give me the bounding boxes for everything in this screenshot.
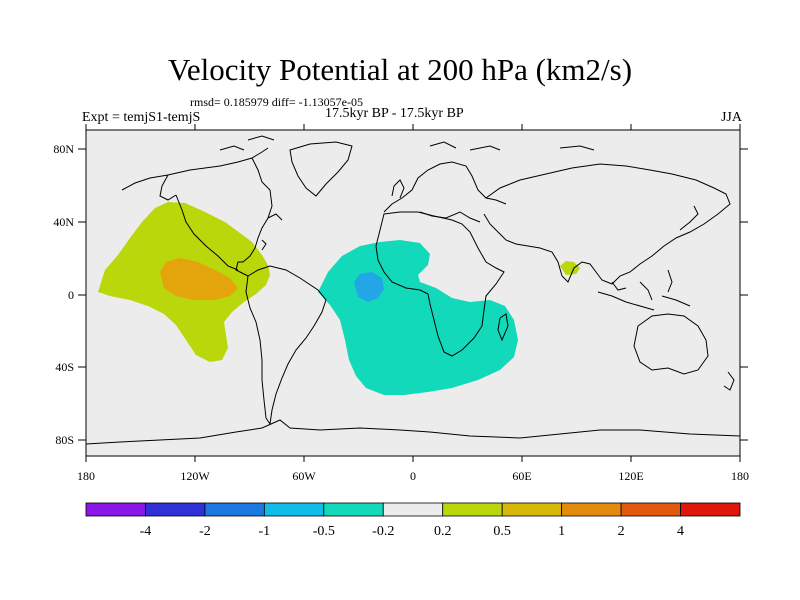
coast-africa <box>375 211 505 357</box>
lat-label-80n: 80N <box>53 142 74 156</box>
lat-label-80s: 80S <box>55 433 74 447</box>
colorbar-swatch <box>561 502 622 517</box>
colorbar-label: 1 <box>558 524 565 539</box>
stats-text: rmsd= 0.185979 diff= -1.13057e-05 <box>190 95 363 109</box>
colorbar-label: -4 <box>140 524 152 539</box>
colorbar: -4 -2 -1 -0.5 -0.2 0.2 0.5 1 2 4 <box>85 502 741 539</box>
coastlines <box>86 135 740 445</box>
lat-label-0: 0 <box>68 288 74 302</box>
experiment-label: Expt = temjS1-temjS <box>82 110 201 125</box>
lat-label-40n: 40N <box>53 215 74 229</box>
colorbar-swatch <box>501 502 563 517</box>
colorbar-label: 4 <box>677 524 684 539</box>
lat-label-40s: 40S <box>55 360 74 374</box>
colorbar-swatch <box>145 502 206 517</box>
lon-label-60w: 60W <box>292 469 316 483</box>
colorbar-swatch <box>382 502 444 517</box>
lon-label-120e: 120E <box>618 469 643 483</box>
colorbar-label: -1 <box>259 524 271 539</box>
colorbar-swatch <box>204 502 265 517</box>
axis-ticks <box>78 124 748 462</box>
anomaly-atlantic-core <box>354 272 384 302</box>
colorbar-label: 0.5 <box>493 524 511 539</box>
coast-antarctica <box>86 419 740 445</box>
anomaly-bay-of-bengal <box>560 261 580 275</box>
coast-north-america <box>121 147 283 277</box>
colorbar-swatch <box>85 502 146 517</box>
anomaly-shading <box>98 202 580 395</box>
lon-label-180w: 180 <box>77 469 95 483</box>
coast-asia <box>483 163 731 285</box>
colorbar-swatch <box>442 502 503 517</box>
season-label: JJA <box>720 110 742 125</box>
coast-japan <box>679 205 699 231</box>
colorbar-label: 2 <box>618 524 625 539</box>
colorbar-label: 0.2 <box>434 524 452 539</box>
lon-label-0: 0 <box>410 469 416 483</box>
coast-greenland <box>289 141 353 197</box>
colorbar-swatch <box>263 502 325 517</box>
colorbar-swatch <box>620 502 681 517</box>
lon-label-180e: 180 <box>731 469 749 483</box>
coast-south-america <box>245 265 327 426</box>
colorbar-label: -0.5 <box>313 524 335 539</box>
anomaly-east-pacific-core <box>160 258 238 300</box>
period-label: 17.5kyr BP - 17.5kyr BP <box>325 106 464 121</box>
lon-label-60e: 60E <box>512 469 531 483</box>
colorbar-label: -0.2 <box>372 524 394 539</box>
coast-indonesia <box>597 269 691 311</box>
coast-new-zealand <box>723 371 735 391</box>
coast-australia <box>633 313 709 375</box>
colorbar-swatch <box>323 502 384 517</box>
coast-arctic-islands <box>219 135 595 151</box>
figure-title: Velocity Potential at 200 hPa (km2/s) <box>167 52 633 87</box>
lon-label-120w: 120W <box>180 469 210 483</box>
colorbar-label: -2 <box>199 524 211 539</box>
coast-madagascar <box>497 313 509 342</box>
colorbar-swatch <box>680 502 741 517</box>
